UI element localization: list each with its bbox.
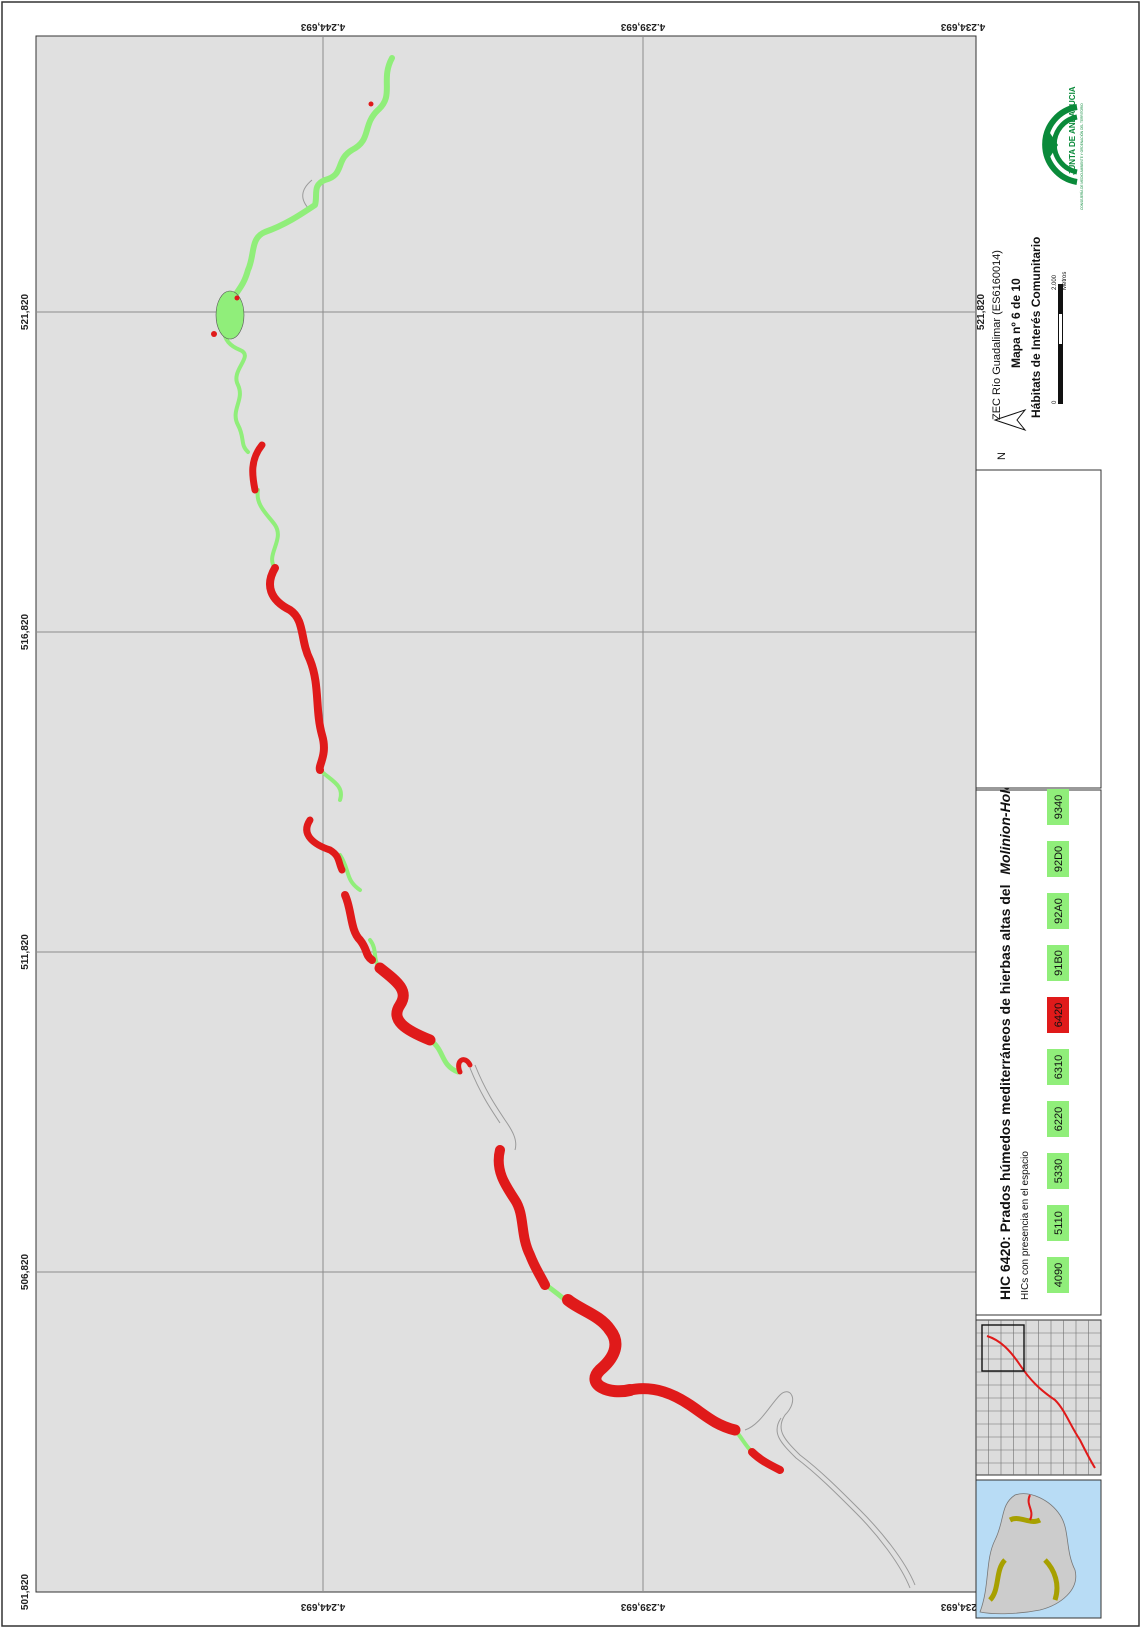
legend-code-91B0: 91B0 (1047, 945, 1069, 981)
easting-label: 501,820 (20, 1573, 31, 1610)
legend-subtitle: HICs con presencia en el espacio (1020, 1151, 1031, 1300)
title-block: N ZEC Río Guadalimar (ES6160014) Mapa nº… (975, 86, 1102, 789)
junta-andalucia-logo: JUNTA DE ANDALUCIA CONSEJERÍA DE MEDIO A… (1042, 86, 1084, 210)
north-arrow-icon (993, 408, 1027, 432)
inset-location-map (975, 1319, 1102, 1476)
svg-text:92A0: 92A0 (1053, 898, 1065, 924)
legend-panel: HIC 6420: Prados húmedos mediterráneos d… (975, 711, 1102, 1316)
easting-label: 506,820 (20, 1253, 31, 1290)
svg-text:4090: 4090 (1053, 1263, 1065, 1287)
svg-text:5330: 5330 (1053, 1159, 1065, 1183)
easting-label: 521,820 (976, 293, 987, 330)
svg-text:CONSEJERÍA DE MEDIO AMBIENTE Y: CONSEJERÍA DE MEDIO AMBIENTE Y ORDENACIÓ… (1079, 103, 1084, 210)
legend-title: HIC 6420: Prados húmedos mediterráneos d… (997, 711, 1013, 1300)
svg-text:JUNTA DE ANDALUCIA: JUNTA DE ANDALUCIA (1068, 86, 1077, 175)
north-label: N (996, 452, 1008, 460)
legend-code-92A0: 92A0 (1047, 893, 1069, 929)
legend-code-5330: 5330 (1047, 1153, 1069, 1189)
main-map: 501,820501,820506,820506,820511,820511,8… (20, 21, 987, 1612)
svg-text:6310: 6310 (1053, 1055, 1065, 1079)
northing-label: 4.234,693 (940, 1601, 985, 1612)
scale-bar: 0 2.000 Metros (1052, 272, 1068, 404)
northing-label: 4.244,693 (300, 21, 345, 32)
legend-code-6310: 6310 (1047, 1049, 1069, 1085)
map-grid (36, 36, 976, 1592)
svg-text:92D0: 92D0 (1053, 846, 1065, 872)
inset-andalucia-map (975, 1479, 1102, 1619)
northing-label: 4.234,693 (940, 21, 985, 32)
legend-code-5110: 5110 (1047, 1205, 1069, 1241)
river-habitat-6420 (249, 441, 784, 1474)
title-line-1: ZEC Río Guadalimar (ES6160014) (991, 250, 1003, 420)
svg-text:6220: 6220 (1053, 1107, 1065, 1131)
svg-text:9340: 9340 (1053, 795, 1065, 819)
easting-label: 521,820 (20, 293, 31, 330)
svg-text:2.000: 2.000 (1052, 274, 1058, 290)
northing-label: 4.244,693 (300, 1601, 345, 1612)
red-patches (211, 101, 374, 337)
title-line-2: Mapa nº 6 de 10 (1009, 278, 1023, 368)
svg-text:6420: 6420 (1053, 1003, 1065, 1027)
legend-code-6420: 6420 (1047, 997, 1069, 1033)
svg-text:91B0: 91B0 (1053, 950, 1065, 976)
legend-code-4090: 4090 (1047, 1257, 1069, 1293)
svg-text:0: 0 (1052, 400, 1058, 404)
easting-label: 516,820 (20, 613, 31, 650)
svg-text:5110: 5110 (1053, 1211, 1065, 1235)
legend-code-9340: 9340 (1047, 789, 1069, 825)
northing-label: 4.239,693 (620, 21, 665, 32)
easting-label: 511,820 (20, 934, 31, 970)
svg-text:Metros: Metros (1062, 272, 1068, 290)
legend-code-6220: 6220 (1047, 1101, 1069, 1137)
legend-codes: 4090 5110 5330 6220 6310 6420 91B0 92A0 92D0 9340 (1047, 789, 1069, 1293)
river-outline (302, 179, 916, 1589)
reservoir-area (215, 290, 245, 340)
northing-label: 4.239,693 (620, 1601, 665, 1612)
legend-code-92D0: 92D0 (1047, 841, 1069, 877)
title-line-3: Hábitats de Interés Comunitario (1029, 237, 1043, 418)
